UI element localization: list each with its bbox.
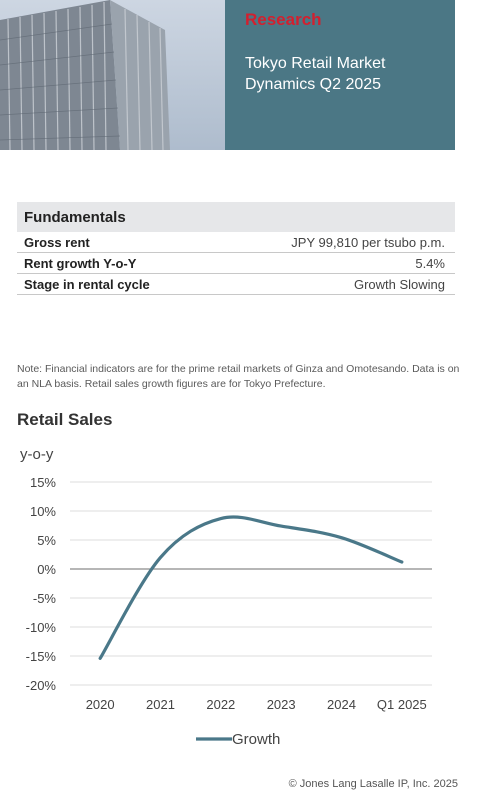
building-illustration	[0, 0, 170, 150]
building-photo	[0, 0, 225, 150]
y-tick-label: 0%	[37, 562, 56, 577]
fundamentals-heading: Fundamentals	[17, 202, 455, 232]
y-tick-label: -10%	[26, 620, 57, 635]
y-tick-label: 10%	[30, 504, 56, 519]
x-tick-label: 2020	[86, 697, 115, 712]
section-label: Research	[245, 10, 322, 29]
fundamentals-table: Fundamentals Gross rent JPY 99,810 per t…	[17, 202, 455, 295]
chart-title: Retail Sales	[17, 410, 113, 429]
row-value: JPY 99,810 per tsubo p.m.	[291, 234, 445, 250]
x-tick-label: Q1 2025	[377, 697, 427, 712]
x-tick-label: 2022	[206, 697, 235, 712]
row-label: Stage in rental cycle	[24, 276, 150, 292]
x-tick-label: 2021	[146, 697, 175, 712]
x-tick-label: 2024	[327, 697, 356, 712]
row-label: Rent growth Y-o-Y	[24, 255, 137, 271]
y-tick-label: 5%	[37, 533, 56, 548]
hero-banner: Research Tokyo Retail Market Dynamics Q2…	[0, 0, 500, 150]
legend-label: Growth	[232, 731, 280, 748]
table-row: Gross rent JPY 99,810 per tsubo p.m.	[17, 232, 455, 253]
y-axis-label: y-o-y	[20, 446, 54, 463]
y-tick-label: -15%	[26, 649, 57, 664]
copyright: © Jones Lang Lasalle IP, Inc. 2025	[288, 778, 458, 790]
report-title: Tokyo Retail Market Dynamics Q2 2025	[245, 55, 386, 93]
table-row: Rent growth Y-o-Y 5.4%	[17, 253, 455, 274]
series-line-growth	[98, 515, 404, 660]
y-tick-label: 15%	[30, 475, 56, 490]
x-tick-label: 2023	[267, 697, 296, 712]
row-label: Gross rent	[24, 234, 90, 250]
row-value: 5.4%	[415, 255, 445, 271]
footnote: Note: Financial indicators are for the p…	[17, 363, 460, 390]
retail-sales-chart: y-o-y 15% 10% 5% 0% -5% -10% -15% -20% 2020 2021 20…	[20, 446, 432, 748]
title-panel: Research Tokyo Retail Market Dynamics Q2…	[225, 0, 455, 150]
row-value: Growth Slowing	[353, 276, 445, 292]
y-tick-label: -20%	[26, 678, 57, 693]
y-tick-label: -5%	[33, 591, 57, 606]
table-row: Stage in rental cycle Growth Slowing	[17, 274, 455, 295]
